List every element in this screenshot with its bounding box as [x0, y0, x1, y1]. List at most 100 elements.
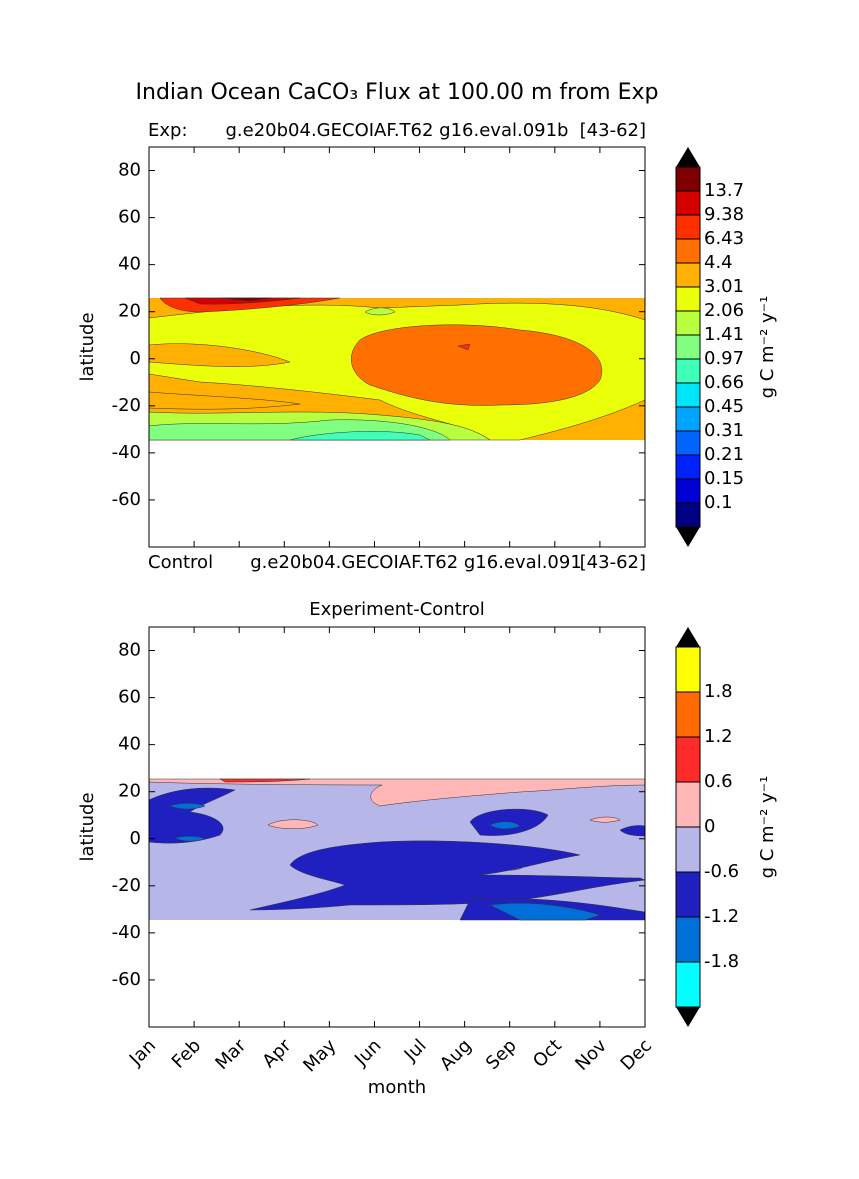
header-center: g.e20b04.GECOIAF.T62 g16.eval.091b: [226, 120, 569, 141]
y-tick-label: -40: [112, 442, 141, 463]
colorbar-tick-label: 0.66: [704, 372, 744, 393]
contour-region: [219, 778, 311, 783]
colorbar-tick-label: 6.43: [704, 228, 744, 249]
colorbar-segment: [676, 827, 700, 872]
colorbar-tick-label: 1.2: [704, 726, 733, 747]
y-tick-label: -20: [112, 875, 141, 896]
colorbar-tick-label: 1.41: [704, 324, 744, 345]
colorbar-tick-label: 0.45: [704, 396, 744, 417]
axes-frame: [148, 626, 646, 1028]
y-tick-label: -60: [112, 969, 141, 990]
colorbar-extend: [676, 1007, 700, 1027]
colorbar-segment: [676, 215, 700, 239]
colorbar-segment: [676, 479, 700, 503]
y-tick-label: 60: [118, 207, 141, 228]
colorbar-tick-label: 0.6: [704, 771, 733, 792]
y-tick-label: 20: [118, 301, 141, 322]
colorbar-frame: [675, 166, 701, 528]
colorbar-tick-label: -1.8: [704, 951, 739, 972]
contour-region: [169, 803, 206, 810]
colorbar-tick-label: 2.06: [704, 300, 744, 321]
header-right: [43-62]: [580, 120, 646, 141]
colorbar-segment: [676, 263, 700, 287]
colorbar-tick-label: -1.2: [704, 906, 739, 927]
y-tick-label: 40: [118, 254, 141, 275]
axes-frame: [148, 146, 646, 548]
colorbar-frame: [675, 646, 701, 1008]
header-left: Exp:: [148, 120, 188, 141]
colorbar-tick-label: 13.7: [704, 180, 744, 201]
colorbar-segment: [676, 782, 700, 827]
y-tick-label: -40: [112, 922, 141, 943]
colorbar-segment: [676, 359, 700, 383]
contour-region: [148, 778, 646, 807]
colorbar-tick-label: -0.6: [704, 861, 739, 882]
colorbar-segment: [676, 239, 700, 263]
colorbar-tick-label: 0.97: [704, 348, 744, 369]
colorbar-tick-label: 3.01: [704, 276, 744, 297]
colorbar-segment: [676, 311, 700, 335]
colorbar-tick-label: 0.15: [704, 468, 744, 489]
colorbar-extend: [676, 527, 700, 547]
colorbar-segment: [676, 455, 700, 479]
contour-region: [457, 343, 471, 351]
colorbar-tick-label: 0.1: [704, 492, 733, 513]
y-tick-label: 80: [118, 640, 141, 661]
colorbar-extend: [676, 627, 700, 647]
contour-region: [249, 840, 646, 911]
colorbar-tick-label: 0.21: [704, 444, 744, 465]
colorbar-segment: [676, 431, 700, 455]
colorbar-extend: [676, 147, 700, 167]
x-axis-label: month: [368, 1077, 426, 1098]
colorbar-segment: [676, 962, 700, 1007]
contour-region: [364, 307, 396, 316]
y-tick-label: 60: [118, 687, 141, 708]
colorbar-segment: [676, 917, 700, 962]
colorbar-segment: [676, 407, 700, 431]
colorbar-tick-label: 4.4: [704, 252, 733, 273]
colorbar-tick-label: 0: [704, 816, 715, 837]
contour-region: [148, 787, 236, 844]
colorbar-segment: [676, 872, 700, 917]
contour-region: [148, 391, 301, 410]
contour-region: [351, 324, 602, 406]
colorbar-segment: [676, 503, 700, 527]
y-tick-label: 0: [130, 828, 141, 849]
footer-center: g.e20b04.GECOIAF.T62 g16.eval.091: [250, 552, 582, 573]
colorbar-segment: [676, 647, 700, 692]
y-tick-label: 0: [130, 348, 141, 369]
colorbar-segment: [676, 737, 700, 782]
contour-region: [489, 821, 521, 830]
colorbar-tick-label: 1.8: [704, 681, 733, 702]
y-axis-label: latitude: [77, 792, 98, 861]
contour-region: [184, 297, 301, 305]
colorbar-tick-label: 9.38: [704, 204, 744, 225]
contour-region: [489, 902, 601, 921]
panel-title: Experiment-Control: [309, 599, 485, 620]
colorbar-segment: [676, 287, 700, 311]
contour-region: [148, 343, 291, 367]
y-tick-label: 80: [118, 160, 141, 181]
y-axis-label: latitude: [77, 312, 98, 381]
contour-region: [267, 819, 319, 829]
colorbar-tick-label: 0.31: [704, 420, 744, 441]
footer-left: Control: [148, 552, 213, 573]
contour-region: [174, 835, 206, 842]
colorbar-segment: [676, 692, 700, 737]
y-tick-label: 40: [118, 734, 141, 755]
contour-region: [219, 297, 273, 302]
y-tick-label: -20: [112, 395, 141, 416]
colorbar-label: g C m⁻² y⁻¹: [757, 776, 778, 879]
contour-region: [589, 816, 621, 823]
contour-region: [289, 431, 431, 441]
y-tick-label: 20: [118, 781, 141, 802]
footer-right: [43-62]: [580, 552, 646, 573]
y-tick-label: -60: [112, 489, 141, 510]
colorbar-label: g C m⁻² y⁻¹: [757, 296, 778, 399]
colorbar-segment: [676, 335, 700, 359]
colorbar-segment: [676, 383, 700, 407]
colorbar-segment: [676, 167, 700, 191]
figure-title: Indian Ocean CaCO₃ Flux at 100.00 m from…: [136, 80, 659, 105]
